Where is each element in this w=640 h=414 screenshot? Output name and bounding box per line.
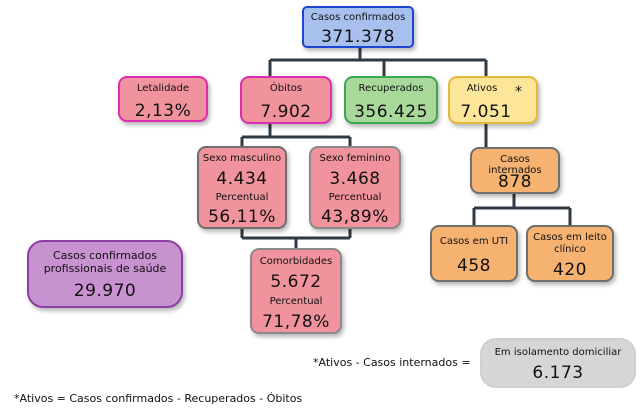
ativos-formula: *Ativos = Casos confirmados - Recuperado…	[14, 392, 303, 405]
sexo-feminino-percent-value: 43,89%	[321, 207, 389, 227]
isolamento-domiciliar-box: Em isolamento domiciliar 6.173	[480, 338, 636, 388]
obitos-value: 7.902	[260, 102, 312, 122]
sexo-feminino-label: Sexo feminino	[319, 153, 391, 164]
obitos-label: Óbitos	[269, 83, 303, 94]
casos-internados-value: 878	[498, 172, 532, 192]
casos-leito-value: 420	[553, 260, 587, 280]
comorbidades-value: 5.672	[270, 272, 322, 292]
ativos-box: Ativos * 7.051	[448, 76, 538, 124]
ativos-asterisk: *	[515, 84, 522, 100]
comorbidades-box: Comorbidades 5.672 Percentual 71,78%	[250, 248, 342, 334]
comorbidades-percent-label: Percentual	[269, 296, 323, 307]
recuperados-box: Recuperados 356.425	[344, 76, 438, 124]
casos-uti-value: 458	[457, 256, 491, 276]
profissionais-value: 29.970	[73, 281, 137, 301]
isolamento-value: 6.173	[532, 363, 584, 383]
casos-leito-box: Casos em leito clínico 420	[526, 225, 614, 282]
casos-uti-box: Casos em UTI 458	[430, 225, 518, 282]
isolamento-formula: *Ativos - Casos internados =	[313, 356, 471, 369]
comorbidades-percent-value: 71,78%	[262, 312, 330, 332]
letalidade-value: 2,13%	[134, 101, 192, 121]
recuperados-label: Recuperados	[358, 83, 424, 94]
letalidade-box: Letalidade 2,13%	[118, 76, 208, 122]
casos-confirmados-box: Casos confirmados 371.378	[302, 6, 414, 48]
casos-confirmados-label: Casos confirmados	[310, 12, 406, 23]
isolamento-label: Em isolamento domiciliar	[494, 347, 622, 358]
sexo-masculino-label: Sexo masculino	[202, 153, 282, 164]
sexo-masculino-value: 4.434	[216, 169, 268, 189]
sexo-feminino-box: Sexo feminino 3.468 Percentual 43,89%	[309, 146, 401, 229]
casos-internados-box: Casos internados 878	[470, 147, 560, 194]
obitos-box: Óbitos 7.902	[240, 76, 332, 124]
ativos-label: Ativos	[466, 83, 498, 94]
comorbidades-label: Comorbidades	[259, 256, 333, 267]
profissionais-label-line2: profissionais de saúde	[43, 262, 167, 275]
recuperados-value: 356.425	[354, 102, 428, 122]
ativos-value: 7.051	[460, 102, 512, 122]
profissionais-saude-box: Casos confirmados profissionais de saúde…	[27, 240, 183, 308]
sexo-masculino-percent-label: Percentual	[215, 192, 269, 203]
letalidade-label: Letalidade	[136, 83, 190, 94]
casos-confirmados-value: 371.378	[321, 27, 395, 47]
casos-leito-label-line2: clínico	[554, 244, 586, 255]
sexo-feminino-percent-label: Percentual	[328, 192, 382, 203]
sexo-feminino-value: 3.468	[329, 169, 381, 189]
casos-leito-label-line1: Casos em leito	[533, 232, 607, 243]
profissionais-label-line1: Casos confirmados	[52, 249, 158, 262]
casos-internados-label: Casos internados	[488, 154, 542, 176]
sexo-masculino-box: Sexo masculino 4.434 Percentual 56,11%	[197, 146, 287, 229]
casos-uti-label: Casos em UTI	[439, 236, 509, 247]
sexo-masculino-percent-value: 56,11%	[208, 207, 276, 227]
